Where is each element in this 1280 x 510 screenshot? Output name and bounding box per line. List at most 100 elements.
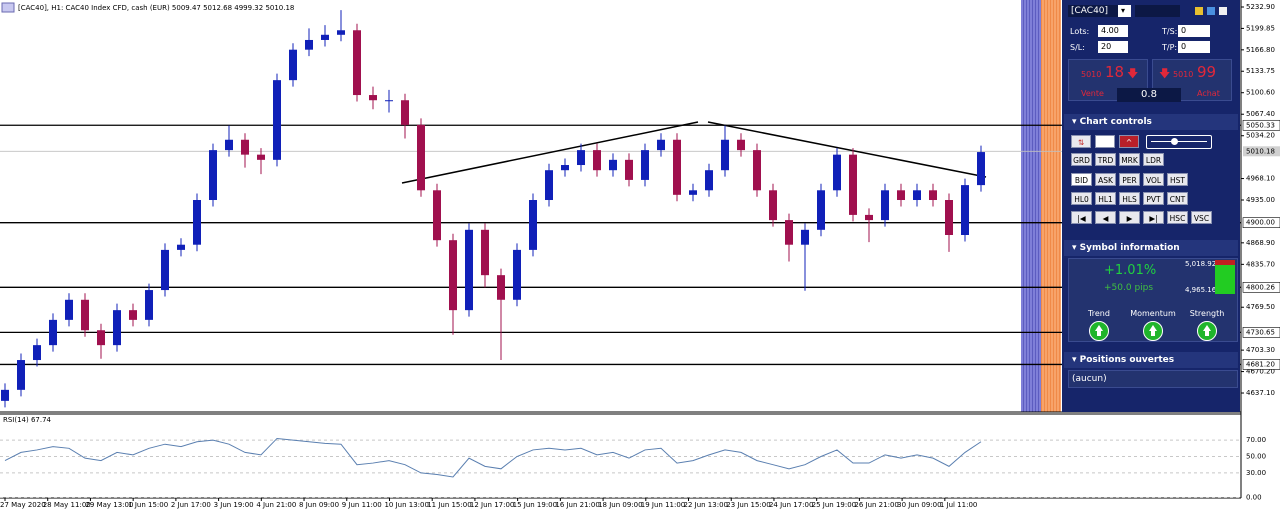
price: 5010 [1173, 70, 1194, 79]
candle-body [193, 200, 201, 245]
control-button[interactable]: CNT [1167, 192, 1188, 205]
ts-input[interactable]: 0 [1178, 25, 1210, 37]
control-button[interactable]: ◀ [1095, 211, 1116, 224]
positions-box: (aucun) [1068, 370, 1238, 388]
high: 5,018.92 [1185, 260, 1217, 268]
control-button[interactable]: PER [1119, 173, 1140, 186]
y-tick-label: 50.00 [1246, 453, 1266, 461]
control-button[interactable]: HSC [1167, 211, 1188, 224]
icon-button[interactable]: ⇅ [1071, 135, 1091, 148]
candle-body [33, 345, 41, 361]
label: Vente [1081, 89, 1104, 98]
candle-body [913, 190, 921, 201]
candle-body [113, 310, 121, 346]
y-tick-label: 4835.70 [1246, 260, 1275, 268]
control-button[interactable]: ASK [1095, 173, 1116, 186]
control-button[interactable]: BID [1071, 173, 1092, 186]
control-button[interactable]: MRK [1119, 153, 1140, 166]
sl-input[interactable]: 20 [1098, 41, 1128, 53]
rsi-line [4, 437, 982, 478]
icon-button[interactable] [1095, 135, 1115, 148]
section-header[interactable]: Chart controls [1064, 114, 1238, 130]
candle-body [273, 80, 281, 160]
y-tick-label: 30.00 [1246, 469, 1266, 477]
price-label: 5010.18 [1246, 147, 1275, 155]
x-tick-label: 30 Jun 09:00 [897, 501, 941, 509]
control-button[interactable]: ▶| [1143, 211, 1164, 224]
dropdown-button[interactable]: ▾ [1118, 5, 1131, 17]
candle-body [385, 100, 393, 102]
section-header[interactable]: Positions ouvertes [1064, 352, 1238, 368]
candle-body [545, 170, 553, 201]
x-tick-label: 2 Jun 17:00 [171, 501, 211, 509]
section-header[interactable]: Symbol information [1064, 240, 1238, 256]
control-button[interactable]: HLS [1119, 192, 1140, 205]
candle-body [513, 249, 521, 300]
y-tick-label: 4703.30 [1246, 346, 1275, 354]
candle-body [593, 150, 601, 171]
x-tick-label: 15 Jun 19:00 [513, 501, 557, 509]
level-label-box [1242, 217, 1280, 228]
control-button[interactable]: LDR [1143, 153, 1164, 166]
slider[interactable] [1146, 135, 1212, 149]
control-button[interactable]: TRD [1095, 153, 1116, 166]
candle-body [433, 190, 441, 241]
candle-body [257, 154, 265, 160]
candle-body [833, 154, 841, 191]
trend-line [707, 121, 987, 178]
x-tick-label: 22 Jun 13:00 [684, 501, 728, 509]
level-label-box [1242, 282, 1280, 293]
low: 4,965.16 [1185, 286, 1217, 294]
x-tick-label: 1 Jun 15:00 [128, 501, 168, 509]
y-tick-label: 0.00 [1246, 494, 1262, 502]
price: 5010 [1081, 70, 1102, 79]
x-tick-label: 24 Jun 17:00 [769, 501, 813, 509]
control-button[interactable]: |◀ [1071, 211, 1092, 224]
level-label-box [1242, 359, 1280, 370]
icon-button[interactable]: ^ [1119, 135, 1139, 148]
x-tick-label: 26 Jun 21:00 [854, 501, 898, 509]
rsi-title: RSI(14) 67.74 [3, 416, 52, 424]
x-tick-label: 3 Jun 19:00 [214, 501, 254, 509]
chart-header: [CAC40], H1: CAC40 Index CFD, cash (EUR)… [18, 4, 294, 12]
control-button[interactable]: VOL [1143, 173, 1164, 186]
control-button[interactable]: GRD [1071, 153, 1092, 166]
symbol-select[interactable]: [CAC40] [1068, 5, 1118, 17]
y-tick-label: 4769.50 [1246, 303, 1275, 311]
candle-body [753, 150, 761, 191]
control-button[interactable]: ▶ [1119, 211, 1140, 224]
candle-body [65, 299, 73, 320]
change: +1.01% [1104, 263, 1157, 278]
label: T/S: [1162, 27, 1178, 36]
candle-body [817, 190, 825, 230]
x-tick-label: 9 Jun 11:00 [342, 501, 382, 509]
range-bar [1215, 260, 1235, 265]
control-button[interactable]: PVT [1143, 192, 1164, 205]
y-tick-label: 5100.60 [1246, 89, 1275, 97]
label: T/P: [1162, 43, 1178, 52]
control-button[interactable]: VSC [1191, 211, 1212, 224]
price-pips: 18 [1105, 63, 1125, 81]
icon[interactable] [1207, 7, 1215, 15]
candle-body [961, 185, 969, 235]
icon[interactable] [1195, 7, 1203, 15]
range-bar [1215, 265, 1235, 294]
pips: +50.0 pips [1104, 283, 1154, 293]
candle-body [289, 49, 297, 81]
icon[interactable] [1219, 7, 1227, 15]
x-tick-label: 19 Jun 11:00 [641, 501, 685, 509]
control-button[interactable]: HL0 [1071, 192, 1092, 205]
candle-body [625, 159, 633, 180]
tp-input[interactable]: 0 [1178, 41, 1210, 53]
y-tick-label: 5067.40 [1246, 110, 1275, 118]
zone-band [1041, 0, 1061, 412]
control-button[interactable]: HST [1167, 173, 1188, 186]
input[interactable] [1135, 5, 1180, 17]
candle-body [401, 100, 409, 125]
control-button[interactable]: HL1 [1095, 192, 1116, 205]
candle-body [337, 30, 345, 35]
lots-input[interactable]: 4.00 [1098, 25, 1128, 37]
y-tick-label: 5166.80 [1246, 46, 1275, 54]
candle-body [977, 152, 985, 186]
x-tick-label: 1 Jul 11:00 [940, 501, 978, 509]
